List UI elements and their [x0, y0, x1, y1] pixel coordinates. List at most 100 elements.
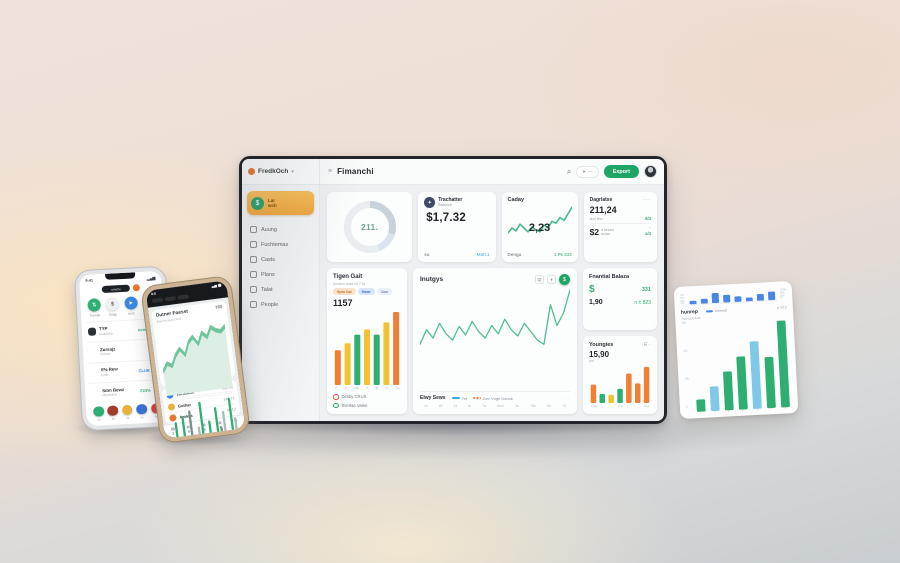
expenses-delta: 9/3 — [645, 216, 651, 221]
target-x-axis: 1 a cat 4 w 3 7a — [333, 385, 401, 390]
youngies-title: Youngies — [589, 342, 614, 348]
youngies-value: 15,90 — [589, 350, 610, 359]
y-tick-label: 0 — [780, 295, 782, 301]
wallet-icon: $ — [251, 196, 264, 210]
dashboard-main: 211. ✦ Trachatter Balance $1 — [320, 185, 664, 421]
phone2-device: 9:0 ▃▅ ⬤ Dutner Foesst 780 Bamreicayta o… — [141, 275, 250, 444]
combo-x-axis: 1e c5 14 m 7w Ame 3a 78a 9m 76 — [420, 403, 570, 408]
quick-action[interactable]: ➤ Aerti — [123, 296, 138, 315]
float-right-label: w 33.2 — [776, 305, 787, 310]
wallet-badge-icon: ✦ — [424, 197, 436, 208]
nav-tile[interactable] — [177, 294, 189, 300]
download-button[interactable]: $ — [559, 274, 570, 285]
filter-pill[interactable]: Cam — [376, 288, 393, 295]
row-subtitle: Moddunst — [102, 392, 118, 398]
fin-balance-right2: n ± 823 — [634, 299, 651, 306]
dashboard-device: FredkOch ▾ ≡ Fimanchi ⌕ ➤ — Export — [239, 156, 667, 424]
y-axis-right: 120k 80k 40k 0 — [780, 287, 787, 300]
filter-pill[interactable]: Spm Cat — [333, 288, 356, 295]
youngies-card[interactable]: Youngies ·E· 15,90 am Tvda Trw arva — [583, 336, 657, 414]
dock-item[interactable]: da — [92, 405, 105, 422]
x-tick-label: 78a — [529, 404, 536, 408]
account-pill[interactable]: ametra — [101, 284, 131, 293]
legend-label: Dimby CRUS — [341, 394, 367, 400]
sidebar-item[interactable]: Fuchtemas — [247, 237, 314, 252]
donut-value: 211. — [360, 222, 379, 232]
nav-icon — [250, 271, 257, 278]
cash-footer-right: 1.Pk 333 — [553, 252, 572, 258]
header-pill[interactable]: ➤ — — [576, 165, 599, 178]
dock-item[interactable]: qa — [136, 403, 148, 420]
float-legend-label: Amrests — [714, 308, 728, 314]
sidebar-item[interactable]: Plans — [247, 267, 314, 282]
forecast-value: 780 — [214, 304, 223, 310]
legend-ring-icon — [333, 402, 339, 408]
cash-footer-left: Denga — [507, 252, 522, 258]
nav-tile[interactable] — [151, 297, 164, 304]
y-tick-label: 0 — [685, 404, 688, 409]
dock-app-icon[interactable] — [121, 404, 133, 416]
header-actions: ⌕ ➤ — Export — [567, 165, 664, 178]
dock-item[interactable]: sb — [107, 404, 119, 421]
sidebar-item[interactable]: Casts — [247, 252, 314, 267]
row-avatar — [87, 327, 97, 337]
filter-pill[interactable]: Smar — [357, 288, 375, 295]
financial-balance-card[interactable]: Fnantial Balaza $ 331 1,90 n ± 823 — [583, 268, 657, 330]
forecast-card[interactable]: Dutner Foesst 780 Bamreicayta omd — [151, 300, 243, 439]
more-menu-icon[interactable]: ··· — [563, 395, 570, 401]
action-icon[interactable]: ➤ — [123, 296, 138, 310]
balance-footer-link[interactable]: Mart.1 — [476, 252, 490, 257]
quick-action[interactable]: ⇅ Tramdit — [87, 298, 102, 317]
x-tick-label: 3 — [385, 386, 388, 390]
sidebar-item[interactable]: Auung — [247, 222, 314, 237]
more-menu-icon[interactable]: ··· — [643, 197, 651, 203]
sidebar-item[interactable]: People — [247, 297, 314, 312]
x-tick-label: Trw — [617, 404, 623, 408]
divider — [420, 391, 570, 392]
balance-value: $1,7.32 — [426, 212, 466, 224]
profile-dot-icon[interactable] — [132, 284, 141, 292]
legend-item: Evertse Vame — [333, 402, 401, 408]
export-button[interactable]: Export — [603, 165, 639, 178]
dock-app-icon[interactable] — [92, 405, 105, 417]
quick-action[interactable]: $ Gidgs — [105, 297, 120, 316]
dropdown-button[interactable]: ▾ — [547, 275, 556, 284]
dock-label: qa — [140, 415, 144, 420]
x-tick-label: arva — [643, 404, 649, 408]
nav-tile[interactable] — [164, 296, 177, 302]
expenses-card[interactable]: Dagrlatse ··· 211,24 tect few 9/3 $2 — [583, 192, 657, 262]
row-subtitle: Fodset — [100, 352, 111, 357]
row-value: CLUB — [138, 367, 150, 374]
row-value: F23% — [140, 387, 151, 394]
sidebar-item-dashboard-active[interactable]: $ Lar wch — [247, 191, 314, 215]
chevron-down-icon: ▾ — [291, 168, 294, 175]
dock-app-icon[interactable] — [136, 403, 148, 415]
balance-card[interactable]: ✦ Trachatter Balance $1,7.32 su Mart.1 — [418, 192, 496, 262]
series-legend-row: Elwy Sews Tet Dev Voge Dansk ··· — [420, 395, 570, 401]
legend1-label: Tet — [461, 395, 467, 401]
action-icon[interactable]: ⇅ — [87, 298, 102, 312]
legend-label: Evertse Vame — [341, 402, 368, 408]
dock-label: mt — [125, 415, 130, 420]
grid-view-button[interactable]: ▤ — [535, 275, 544, 284]
target-goal-card[interactable]: Tigen Gait Amains Asta 44.7 fa Spm Cat S… — [327, 268, 407, 414]
target-goal-title: Tigen Gait — [333, 274, 363, 280]
expenses-value: 211,24 — [589, 205, 617, 215]
overview-donut-card[interactable]: 211. — [327, 192, 413, 262]
dock-app-icon[interactable] — [107, 404, 119, 416]
cash-trend-card[interactable]: Caday 2,23 Denga 1.Pk 333 — [501, 192, 578, 262]
x-tick-label: 4 — [366, 386, 368, 390]
action-icon[interactable]: $ — [105, 297, 120, 311]
user-avatar[interactable] — [644, 165, 657, 178]
brand-switcher[interactable]: FredkOch ▾ — [242, 159, 320, 184]
hamburger-icon[interactable]: ≡ — [328, 168, 333, 175]
insights-card[interactable]: Inutgys ▤ ▾ $ Elwy Sews — [413, 268, 577, 414]
sidebar-item-label: People — [261, 301, 279, 308]
more-menu-icon[interactable]: ·E· — [641, 342, 651, 348]
right-column: Fnantial Balaza $ 331 1,90 n ± 823 — [583, 268, 657, 414]
dock-item[interactable]: mt — [121, 404, 133, 420]
sidebar-item[interactable]: Talat — [247, 282, 314, 297]
search-icon[interactable]: ⌕ — [566, 166, 572, 176]
dashboard-body: $ Lar wch Auung — [242, 185, 664, 421]
